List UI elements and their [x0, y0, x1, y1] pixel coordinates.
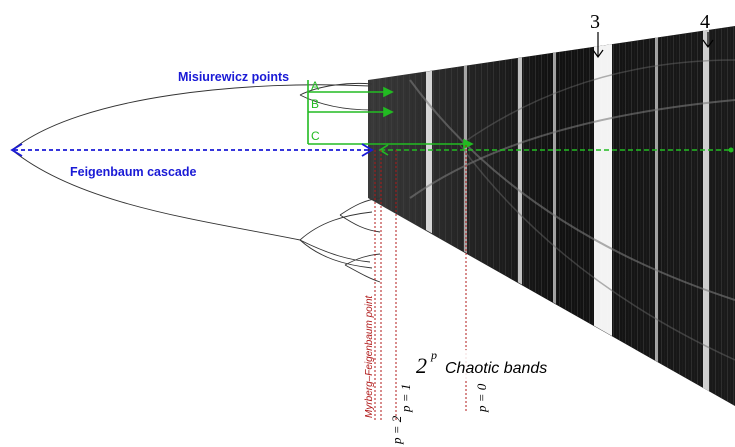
- bifurcation-curves: [11, 82, 381, 283]
- p-markers: [374, 145, 467, 420]
- window-period-4: [703, 26, 709, 406]
- window-3-marker: 3: [590, 11, 604, 59]
- period-2-branch-lower: [299, 239, 371, 263]
- window-period-3: [594, 26, 612, 406]
- feigenbaum-cascade-arrow: [10, 143, 374, 157]
- window-4-label: 4: [700, 11, 710, 33]
- point-c-label: C: [311, 129, 320, 143]
- chaos-arrow: [378, 144, 734, 156]
- chaotic-text: Chaotic bands: [445, 360, 547, 377]
- chaotic-base: 2: [416, 353, 427, 378]
- p2-label: p = 2: [389, 415, 404, 445]
- myrberg-label: Myrberg–Feigenbaum point: [364, 294, 375, 418]
- p0-label: p = 0: [474, 383, 489, 413]
- window-period-5: [426, 26, 432, 406]
- misiurewicz-brackets: [307, 80, 474, 150]
- chaotic-exp: p: [430, 348, 437, 362]
- point-a-label: A: [311, 79, 319, 93]
- misiurewicz-label: Misiurewicz points: [178, 70, 289, 84]
- period-8-lines: [339, 197, 381, 283]
- point-b-label: B: [311, 97, 319, 111]
- feigenbaum-cascade-label: Feigenbaum cascade: [70, 165, 196, 179]
- window-period-6: [518, 26, 522, 406]
- window-4-marker: 4: [700, 11, 714, 49]
- p1-label: p = 1: [398, 384, 413, 413]
- window-3-label: 3: [590, 11, 600, 33]
- period-4-lower: [299, 211, 373, 269]
- chaotic-bands-label: 2 p Chaotic bands: [404, 348, 560, 380]
- period-4-upper: [299, 82, 373, 111]
